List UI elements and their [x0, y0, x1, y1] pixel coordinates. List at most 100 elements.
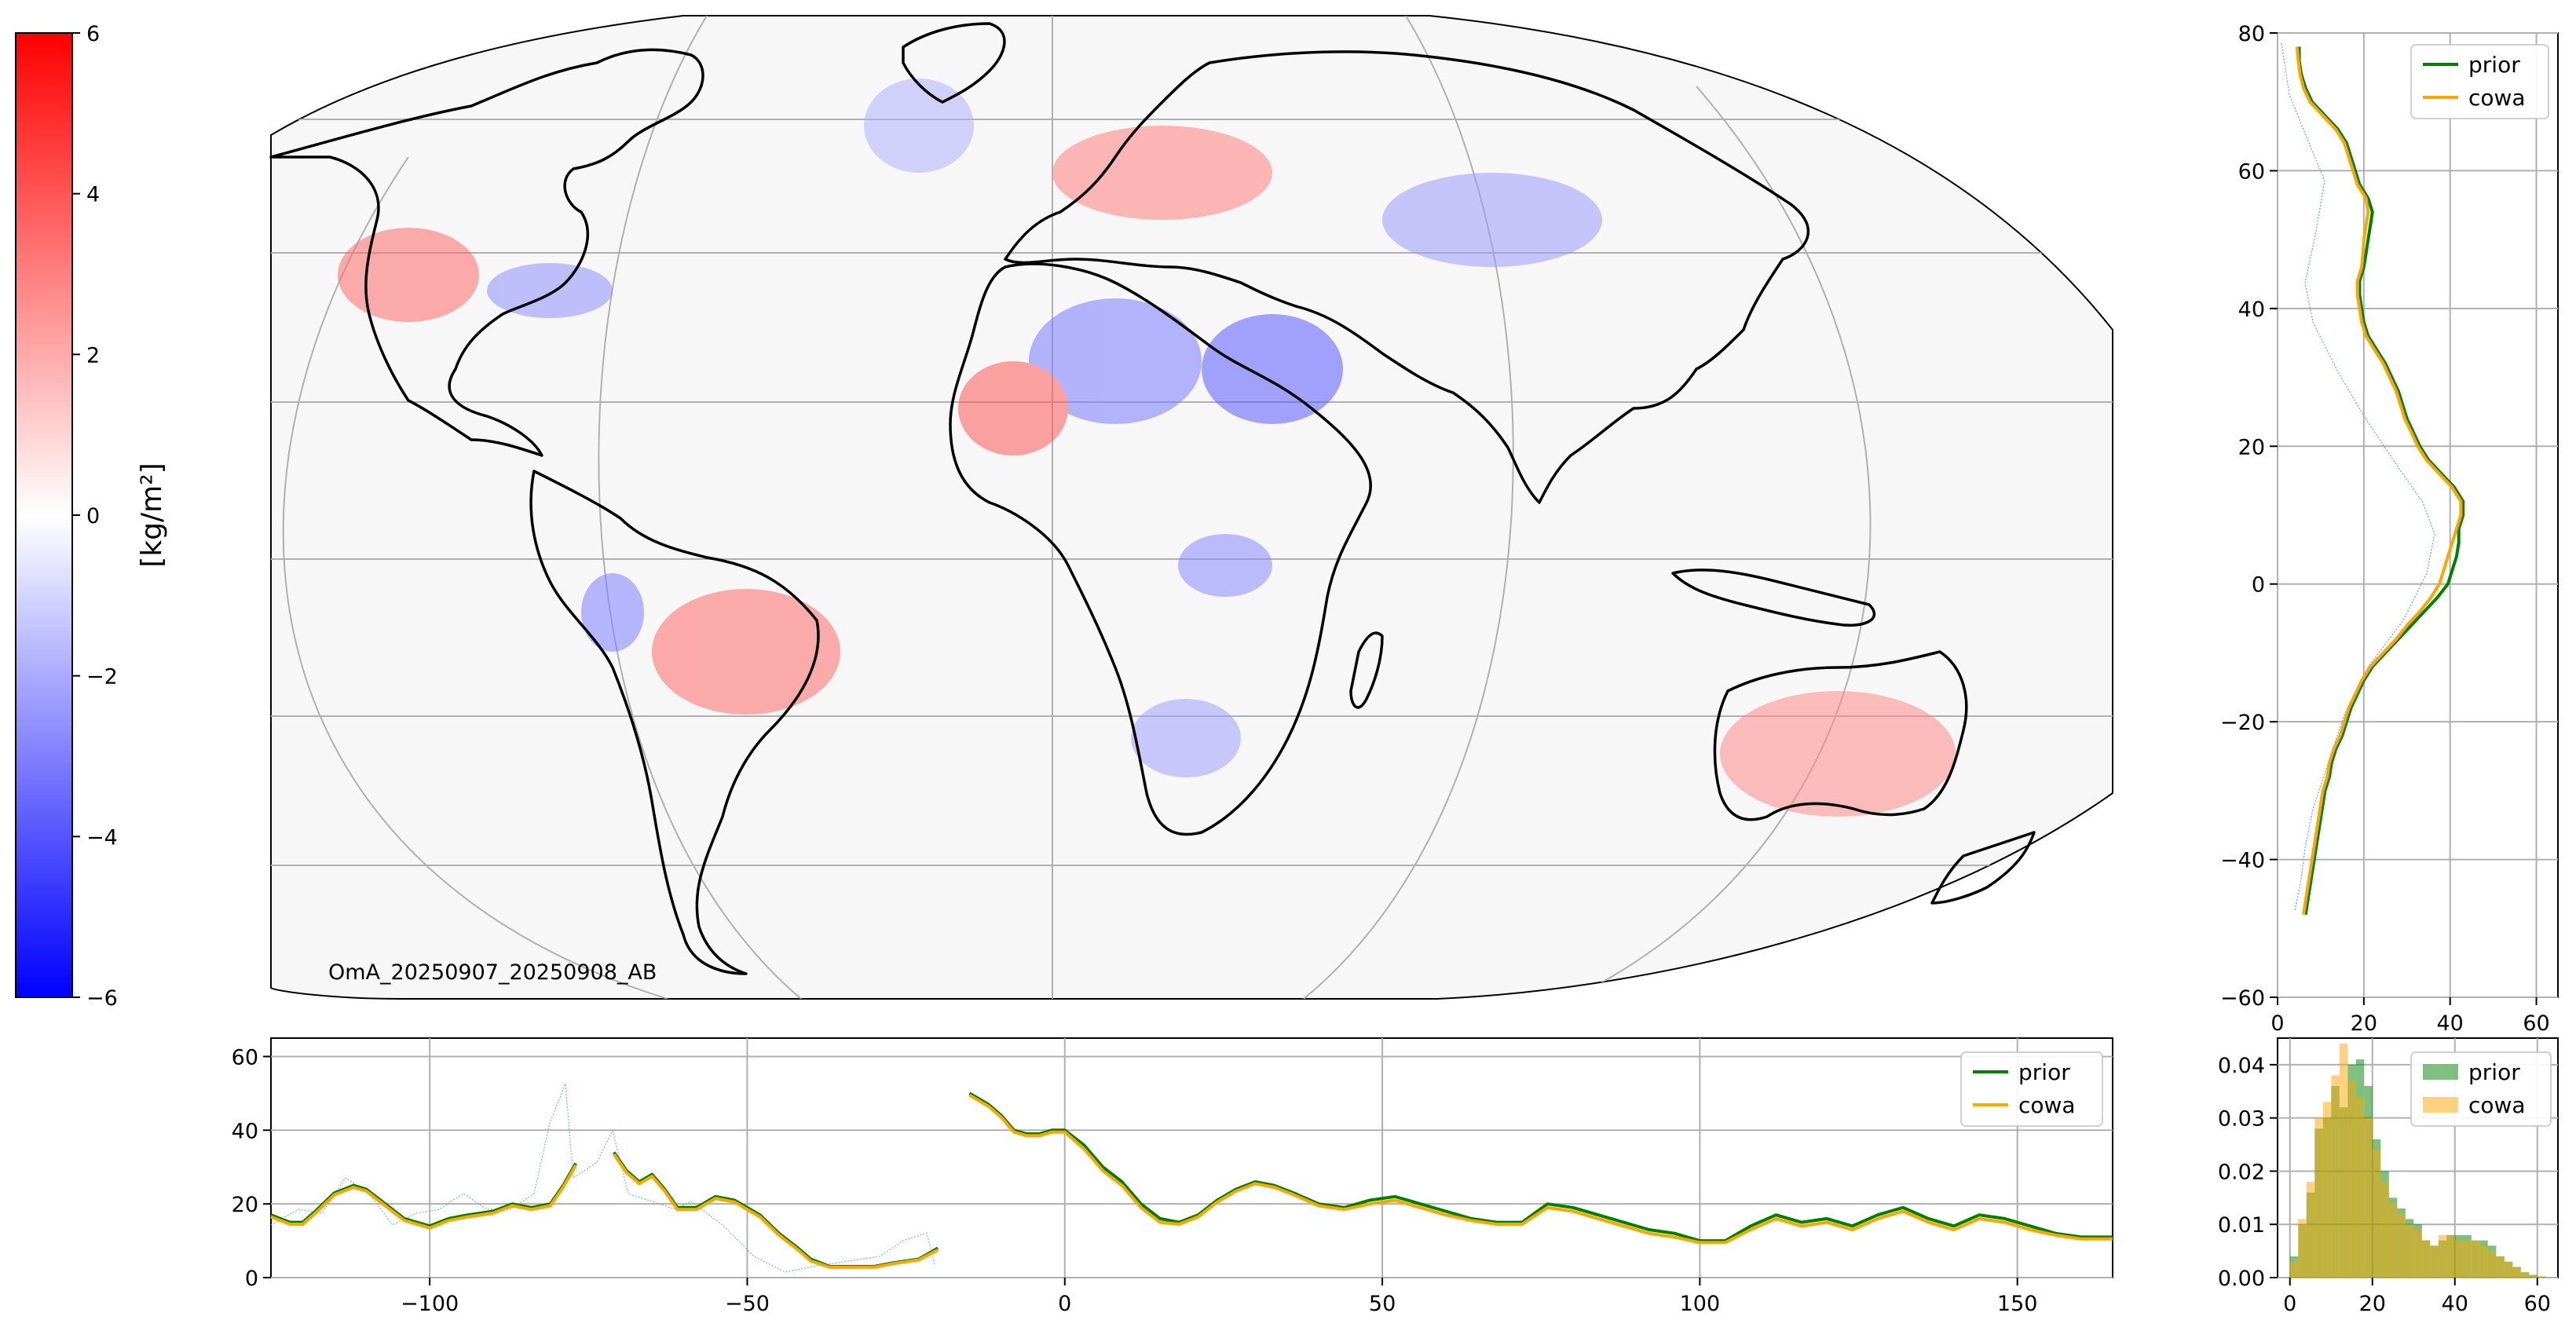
histogram-bar-cowa — [2380, 1182, 2389, 1278]
histogram-bar-cowa — [2298, 1219, 2307, 1278]
longitude-ytick-label: 20 — [232, 1193, 258, 1217]
colorbar-ticks: 6 4 2 0 −2 −4 −6 — [72, 22, 118, 1011]
field-patch — [1178, 534, 1272, 597]
latitude-legend: prior cowa — [2410, 44, 2549, 119]
latitude-ytick-label: 40 — [2238, 298, 2265, 322]
histogram-bar-cowa — [2388, 1203, 2398, 1278]
longitude-ytick-label: 0 — [245, 1267, 258, 1291]
colorbar-label: [kg/m²] — [136, 463, 168, 567]
field-patch — [864, 79, 974, 173]
graticule-lon-120 — [1570, 86, 1872, 999]
longitude-xtick-label: 50 — [1369, 1292, 1396, 1316]
legend-prior-label: prior — [2018, 1059, 2070, 1085]
colorbar-gradient — [15, 32, 73, 998]
longitude-series-cowa — [613, 1153, 939, 1269]
longitude-series-cowa — [270, 1164, 577, 1230]
latitude-series-cowa — [2295, 46, 2463, 916]
histogram-bar-cowa — [2347, 1081, 2356, 1278]
longitude-plot-lines — [270, 1091, 2113, 1269]
longitude-profile-panel: −100 −50 0 50 100 150 60 40 20 0 prior cowa — [232, 1037, 2113, 1316]
histogram-ytick-label: 0.01 — [2218, 1213, 2265, 1238]
latitude-xtick-label: 40 — [2437, 1011, 2464, 1036]
histogram-bars — [2289, 1043, 2546, 1278]
longitude-xtick-label: 0 — [1058, 1292, 1071, 1316]
field-patch — [581, 573, 644, 652]
latitude-xtick-label: 0 — [2270, 1011, 2284, 1036]
field-patch — [958, 361, 1068, 455]
latitude-ytick-label: −60 — [2220, 986, 2265, 1011]
legend-cowa-label: cowa — [2468, 85, 2526, 111]
latitude-plot-obs — [2281, 42, 2435, 912]
longitude-plot-grid — [271, 1038, 2113, 1278]
map-panel: OmA_20250907_20250908_AB — [269, 15, 2113, 1000]
legend-cowa-swatch — [2423, 1097, 2458, 1113]
legend-prior-swatch — [2423, 1064, 2458, 1080]
map-annotation: OmA_20250907_20250908_AB — [328, 960, 657, 985]
histogram-bar-cowa — [2504, 1261, 2513, 1278]
north-america-coast — [269, 48, 704, 457]
histogram-bar-cowa — [2372, 1150, 2381, 1278]
latitude-xtick-label: 20 — [2351, 1011, 2377, 1036]
latitude-series-prior — [2297, 46, 2465, 916]
histogram-bar-cowa — [2331, 1075, 2340, 1278]
map-graticule — [271, 16, 2113, 999]
colorbar-tick-label: −6 — [86, 986, 118, 1011]
histogram-xtick-label: 60 — [2524, 1292, 2551, 1316]
graticule-lon-neg60 — [598, 16, 802, 999]
histogram-panel: 0 20 40 60 0.04 0.03 0.02 0.01 0.00 prior cowa — [2218, 1037, 2559, 1316]
field-patch — [652, 589, 840, 715]
histogram-bar-cowa — [2471, 1240, 2480, 1278]
latitude-plot-lines — [2295, 46, 2465, 916]
histogram-xtick-label: 20 — [2359, 1292, 2386, 1316]
south-america-coast — [529, 470, 820, 975]
histogram-legend: prior cowa — [2410, 1051, 2552, 1127]
latitude-ytick-label: 60 — [2238, 159, 2265, 184]
latitude-plot-grid — [2277, 32, 2558, 998]
histogram-bar-cowa — [2364, 1117, 2373, 1278]
map-field — [338, 79, 1956, 817]
histogram-bar-cowa — [2322, 1102, 2332, 1278]
madagascar-coast — [1349, 631, 1384, 709]
longitude-xtick-label: 150 — [1997, 1292, 2038, 1316]
latitude-obs-trace — [2281, 42, 2435, 912]
colorbar-tick-label: 2 — [86, 343, 100, 367]
colorbar-tick-label: −2 — [86, 665, 118, 689]
latitude-ytick-label: 0 — [2252, 573, 2265, 598]
histogram-bar-cowa — [2487, 1251, 2497, 1278]
graticule-lon-neg120 — [282, 156, 668, 999]
histogram-bar-cowa — [2339, 1043, 2348, 1278]
new-zealand-coast — [1930, 831, 2036, 905]
field-patch — [1029, 298, 1202, 424]
field-patch — [487, 263, 613, 318]
australia-coast — [1713, 650, 1968, 821]
longitude-legend: prior cowa — [1960, 1051, 2103, 1127]
histogram-bar-cowa — [2438, 1234, 2447, 1278]
colorbar: 6 4 2 0 −2 −4 −6 [kg/m²] — [15, 22, 168, 1011]
histogram-ticks: 0 20 40 60 0.04 0.03 0.02 0.01 0.00 — [2218, 1054, 2551, 1316]
histogram-ytick-label: 0.04 — [2218, 1054, 2265, 1078]
histogram-bar-cowa — [2529, 1274, 2538, 1278]
longitude-plot-obs — [270, 1083, 935, 1273]
longitude-series-cowa — [968, 1093, 2113, 1245]
latitude-profile-panel: 0 20 40 60 80 60 40 20 0 −20 −40 −60 prior cowa — [2220, 22, 2559, 1036]
histogram-xtick-label: 40 — [2442, 1292, 2468, 1316]
longitude-xtick-label: 100 — [1680, 1292, 1721, 1316]
longitude-plot-frame — [270, 1037, 2113, 1278]
histogram-bar-cowa — [2463, 1240, 2472, 1278]
latitude-ytick-label: −20 — [2220, 711, 2265, 735]
longitude-xtick-label: −100 — [401, 1292, 459, 1316]
legend-cowa-label: cowa — [2468, 1092, 2526, 1118]
histogram-bar-cowa — [2413, 1230, 2422, 1278]
field-patch — [1052, 126, 1272, 220]
histogram-ytick-label: 0.02 — [2218, 1160, 2265, 1184]
histogram-bar-cowa — [2397, 1213, 2406, 1278]
legend-prior-label: prior — [2468, 1059, 2520, 1085]
longitude-plot-ticks: −100 −50 0 50 100 150 60 40 20 0 — [232, 1045, 2038, 1316]
longitude-obs-trace — [270, 1083, 935, 1273]
histogram-bar-cowa — [2421, 1240, 2431, 1278]
legend-cowa-label: cowa — [2018, 1092, 2076, 1118]
latitude-ytick-label: −40 — [2220, 849, 2265, 873]
eurasia-coast — [1004, 50, 1809, 504]
longitude-series-prior — [968, 1091, 2113, 1243]
